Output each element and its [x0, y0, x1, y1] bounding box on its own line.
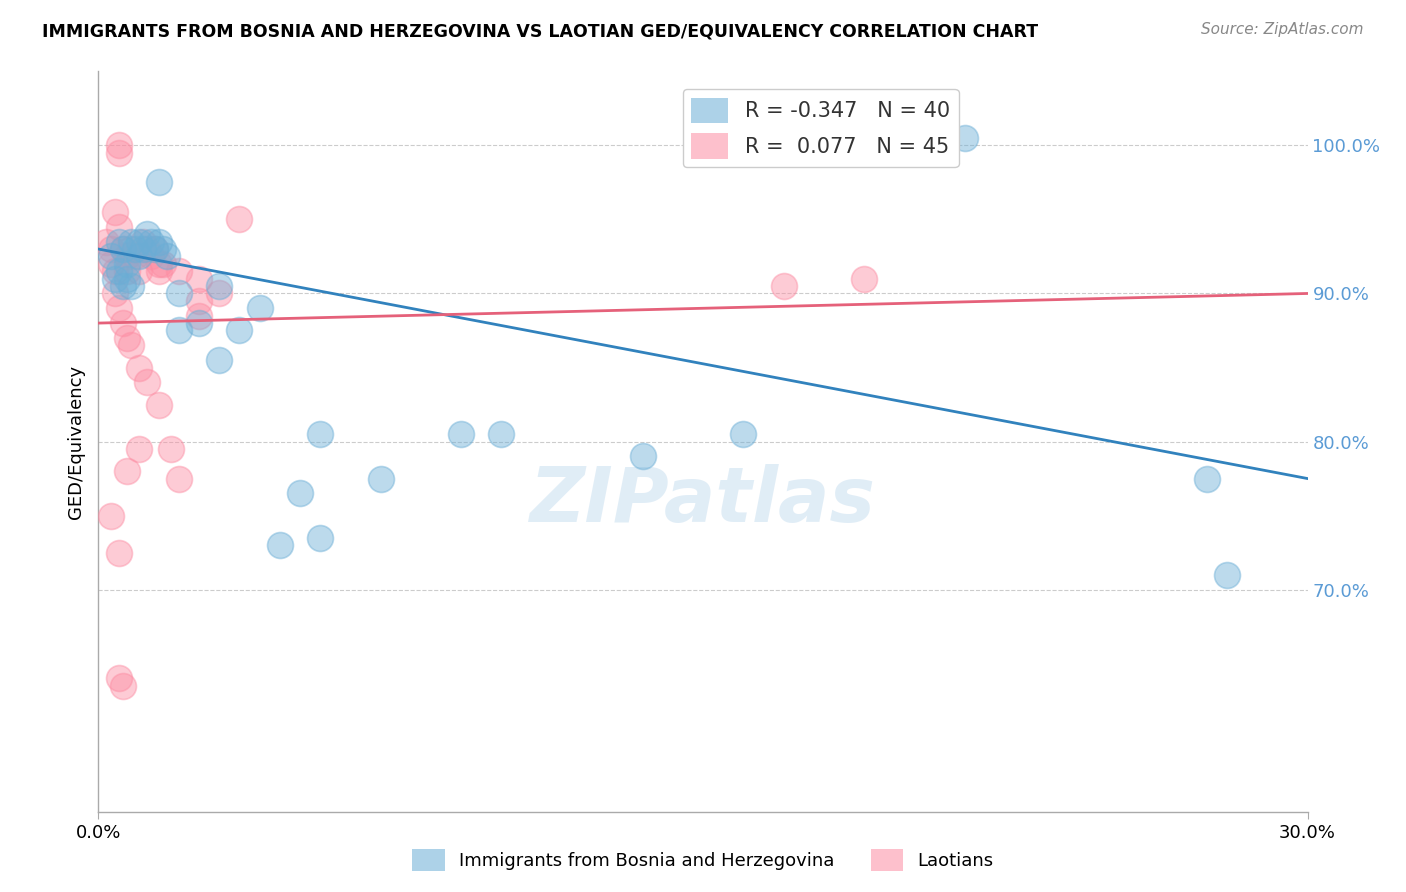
Point	[111, 316, 134, 330]
Point	[100, 257, 122, 271]
Point	[124, 242, 146, 256]
Point	[115, 464, 138, 478]
Point	[188, 271, 211, 285]
Point	[1195, 472, 1218, 486]
Point	[188, 309, 211, 323]
Point	[228, 324, 250, 338]
Point	[148, 264, 170, 278]
Point	[111, 242, 134, 256]
Point	[100, 242, 122, 256]
Point	[208, 286, 231, 301]
Point	[188, 293, 211, 308]
Point	[107, 264, 129, 278]
Point	[128, 250, 150, 264]
Point	[148, 176, 170, 190]
Point	[124, 250, 146, 264]
Point	[853, 271, 876, 285]
Point	[128, 442, 150, 456]
Point	[167, 324, 190, 338]
Point	[1216, 567, 1239, 582]
Point	[111, 679, 134, 693]
Point	[128, 235, 150, 249]
Point	[107, 672, 129, 686]
Point	[143, 242, 166, 256]
Point	[132, 242, 155, 256]
Point	[228, 212, 250, 227]
Point	[103, 264, 125, 278]
Point	[107, 301, 129, 316]
Point	[120, 279, 142, 293]
Point	[148, 235, 170, 249]
Point	[156, 250, 179, 264]
Point	[120, 338, 142, 352]
Point	[152, 242, 174, 256]
Point	[309, 531, 332, 545]
Point	[135, 376, 157, 390]
Point	[111, 242, 134, 256]
Point	[115, 271, 138, 285]
Point	[128, 360, 150, 375]
Point	[269, 538, 291, 552]
Legend: R = -0.347   N = 40, R =  0.077   N = 45: R = -0.347 N = 40, R = 0.077 N = 45	[683, 89, 959, 167]
Point	[733, 427, 755, 442]
Point	[96, 235, 118, 249]
Point	[128, 264, 150, 278]
Point	[103, 271, 125, 285]
Point	[148, 257, 170, 271]
Point	[139, 235, 162, 249]
Point	[167, 472, 190, 486]
Point	[148, 398, 170, 412]
Point	[160, 442, 183, 456]
Point	[107, 235, 129, 249]
Point	[288, 486, 311, 500]
Legend: Immigrants from Bosnia and Herzegovina, Laotians: Immigrants from Bosnia and Herzegovina, …	[405, 842, 1001, 879]
Point	[100, 508, 122, 523]
Text: Source: ZipAtlas.com: Source: ZipAtlas.com	[1201, 22, 1364, 37]
Point	[115, 250, 138, 264]
Text: IMMIGRANTS FROM BOSNIA AND HERZEGOVINA VS LAOTIAN GED/EQUIVALENCY CORRELATION CH: IMMIGRANTS FROM BOSNIA AND HERZEGOVINA V…	[42, 22, 1038, 40]
Point	[143, 242, 166, 256]
Point	[450, 427, 472, 442]
Point	[208, 279, 231, 293]
Point	[115, 331, 138, 345]
Point	[120, 235, 142, 249]
Point	[631, 450, 654, 464]
Point	[139, 250, 162, 264]
Point	[772, 279, 794, 293]
Text: ZIPatlas: ZIPatlas	[530, 464, 876, 538]
Point	[188, 316, 211, 330]
Point	[135, 227, 157, 242]
Point	[167, 286, 190, 301]
Y-axis label: GED/Equivalency: GED/Equivalency	[66, 365, 84, 518]
Point	[107, 546, 129, 560]
Point	[135, 242, 157, 256]
Point	[120, 242, 142, 256]
Point	[100, 250, 122, 264]
Point	[167, 264, 190, 278]
Point	[370, 472, 392, 486]
Point	[249, 301, 271, 316]
Point	[103, 286, 125, 301]
Point	[953, 131, 976, 145]
Point	[115, 264, 138, 278]
Point	[107, 145, 129, 160]
Point	[103, 205, 125, 219]
Point	[132, 235, 155, 249]
Point	[107, 219, 129, 234]
Point	[309, 427, 332, 442]
Point	[208, 353, 231, 368]
Point	[107, 138, 129, 153]
Point	[152, 257, 174, 271]
Point	[111, 279, 134, 293]
Point	[491, 427, 513, 442]
Point	[115, 257, 138, 271]
